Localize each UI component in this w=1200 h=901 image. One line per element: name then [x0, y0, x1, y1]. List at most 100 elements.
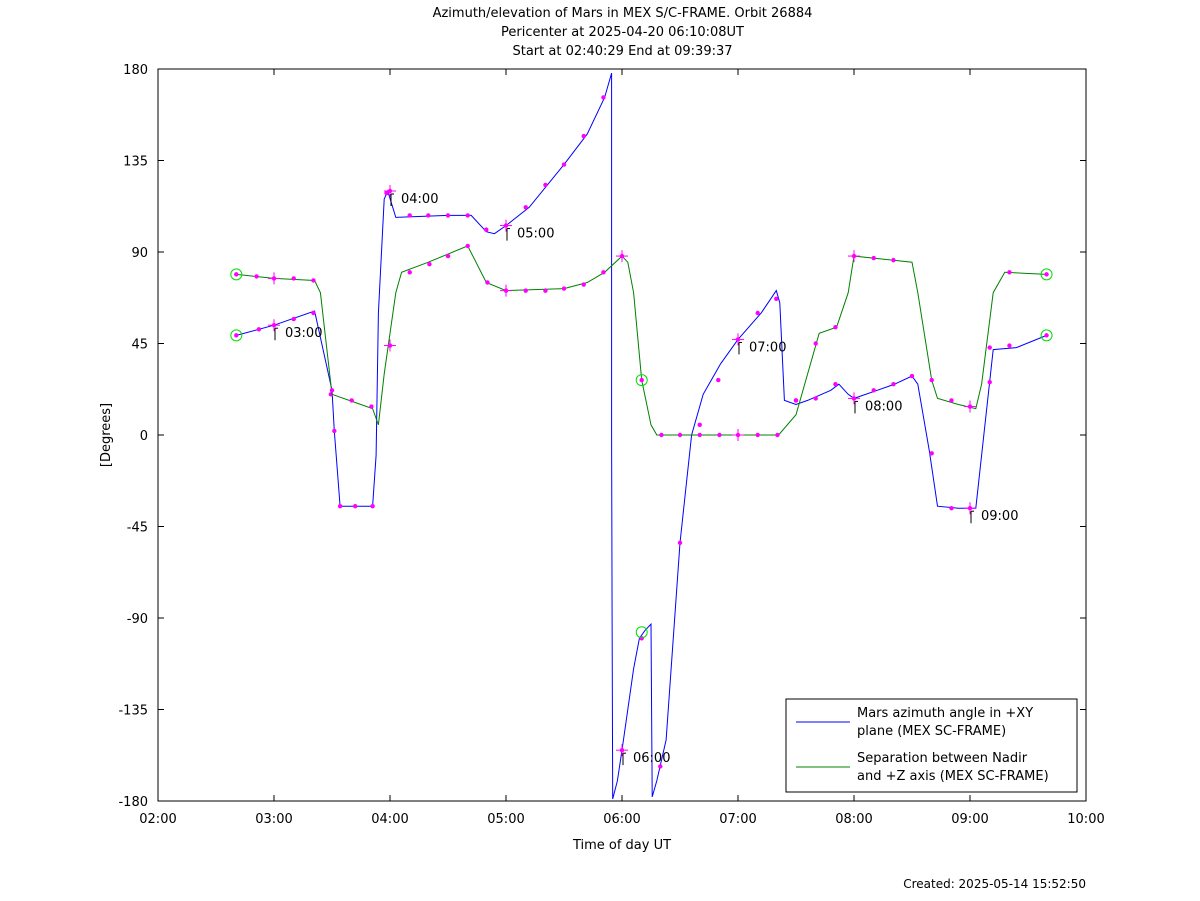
data-point-marker — [256, 327, 262, 332]
time-annotation-label: 04:00 — [401, 192, 438, 207]
data-point-marker — [871, 388, 876, 393]
data-point-marker — [337, 503, 343, 509]
data-point-marker — [813, 341, 818, 346]
data-point-marker — [929, 451, 934, 456]
data-point-marker — [755, 432, 760, 438]
legend-label-1: Mars azimuth angle in +XY — [857, 706, 1033, 721]
series-layer — [230, 72, 1053, 800]
data-point-marker — [774, 296, 779, 301]
data-point-marker — [987, 345, 992, 350]
data-point-marker — [332, 428, 337, 434]
data-point-marker — [1007, 270, 1012, 275]
data-point-marker — [369, 404, 374, 409]
data-point-marker — [329, 388, 335, 393]
legend-label-2: and +Z axis (MEX SC-FRAME) — [857, 769, 1049, 784]
time-annotation-label: 09:00 — [981, 509, 1018, 524]
data-point-marker — [465, 213, 470, 218]
series-line-1 — [236, 72, 1047, 800]
data-point-marker — [929, 377, 934, 383]
data-point-marker — [833, 325, 838, 330]
data-point-marker — [639, 636, 644, 641]
data-point-marker — [291, 276, 296, 281]
data-point-marker — [484, 227, 489, 232]
data-point-marker — [775, 432, 780, 438]
data-point-marker — [370, 503, 375, 509]
data-point-marker — [384, 190, 389, 196]
y-tick-label: 0 — [140, 429, 148, 444]
data-point-marker — [677, 432, 683, 438]
data-point-marker — [658, 764, 663, 769]
legend-label-1: plane (MEX SC-FRAME) — [857, 724, 1006, 739]
annotations-layer: 03:00 04:00 05:00 06:00 07:00 08:00 09:00 — [268, 185, 1018, 766]
data-point-marker — [407, 270, 412, 275]
created-timestamp: Created: 2025-05-14 15:52:50 — [903, 877, 1086, 891]
time-annotation-label: 08:00 — [865, 399, 902, 414]
x-tick-label: 02:00 — [139, 812, 176, 827]
endpoint-circle-marker — [635, 374, 648, 387]
x-tick-label: 10:00 — [1067, 812, 1104, 827]
endpoint-circle-marker — [230, 329, 243, 342]
data-point-marker — [659, 432, 664, 438]
x-tick-label: 03:00 — [255, 812, 292, 827]
data-point-marker — [427, 262, 432, 267]
data-point-marker — [793, 398, 799, 403]
data-point-marker — [677, 540, 683, 545]
data-point-marker — [353, 503, 358, 509]
data-point-marker — [311, 278, 316, 283]
data-point-marker — [465, 243, 470, 249]
data-point-marker — [717, 432, 722, 438]
data-point-marker — [311, 310, 316, 316]
y-tick-label: 180 — [123, 63, 148, 78]
data-point-marker — [234, 272, 239, 277]
data-point-marker — [601, 95, 606, 100]
data-point-marker — [601, 270, 606, 275]
x-axis-label: Time of day UT — [572, 838, 671, 853]
endpoint-circle-marker — [230, 268, 243, 281]
data-point-marker — [581, 282, 586, 287]
data-point-marker — [485, 280, 490, 285]
data-point-marker — [523, 205, 528, 210]
data-point-marker — [833, 381, 838, 387]
data-point-marker — [349, 398, 354, 403]
data-point-marker — [716, 377, 721, 383]
data-point-marker — [891, 257, 896, 263]
x-tick-label: 08:00 — [835, 812, 872, 827]
plot-area-frame — [157, 68, 1087, 802]
data-point-marker — [523, 288, 528, 293]
data-point-marker — [291, 316, 296, 322]
data-point-marker — [697, 422, 702, 428]
chart-title-line-1: Azimuth/elevation of Mars in MEX S/C-FRA… — [432, 6, 813, 21]
data-point-marker — [561, 162, 567, 167]
time-annotation-label: 05:00 — [517, 227, 554, 242]
data-point-marker — [254, 274, 259, 279]
time-annotation-label: 06:00 — [633, 751, 670, 766]
y-tick-label: 45 — [131, 338, 148, 353]
data-point-marker — [543, 182, 548, 188]
data-point-marker — [234, 333, 239, 338]
chart-title-line-2: Pericenter at 2025-04-20 06:10:08UT — [500, 25, 744, 40]
time-annotation-label: 07:00 — [749, 340, 786, 355]
data-point-marker — [909, 373, 915, 379]
data-point-marker — [1044, 272, 1049, 277]
data-point-marker — [949, 506, 954, 511]
data-point-marker — [755, 310, 760, 316]
data-point-marker — [697, 432, 702, 438]
x-tick-label: 04:00 — [371, 812, 408, 827]
data-point-marker — [1007, 343, 1012, 348]
y-tick-label: 135 — [123, 155, 148, 170]
legend-box — [785, 698, 1078, 793]
data-point-marker — [639, 377, 644, 383]
time-annotation-label: 03:00 — [285, 326, 322, 341]
data-point-marker — [407, 213, 412, 218]
data-point-marker — [543, 288, 548, 293]
y-tick-label: 90 — [131, 246, 148, 261]
endpoint-circle-marker — [1040, 329, 1053, 342]
data-point-marker — [561, 286, 567, 291]
series-line-2 — [236, 245, 1047, 436]
x-tick-label: 09:00 — [951, 812, 988, 827]
chart-title-line-3: Start at 02:40:29 End at 09:39:37 — [512, 44, 733, 59]
legend-label-2: Separation between Nadir — [857, 751, 1028, 766]
x-tick-label: 06:00 — [603, 812, 640, 827]
y-tick-label: -90 — [127, 612, 148, 627]
